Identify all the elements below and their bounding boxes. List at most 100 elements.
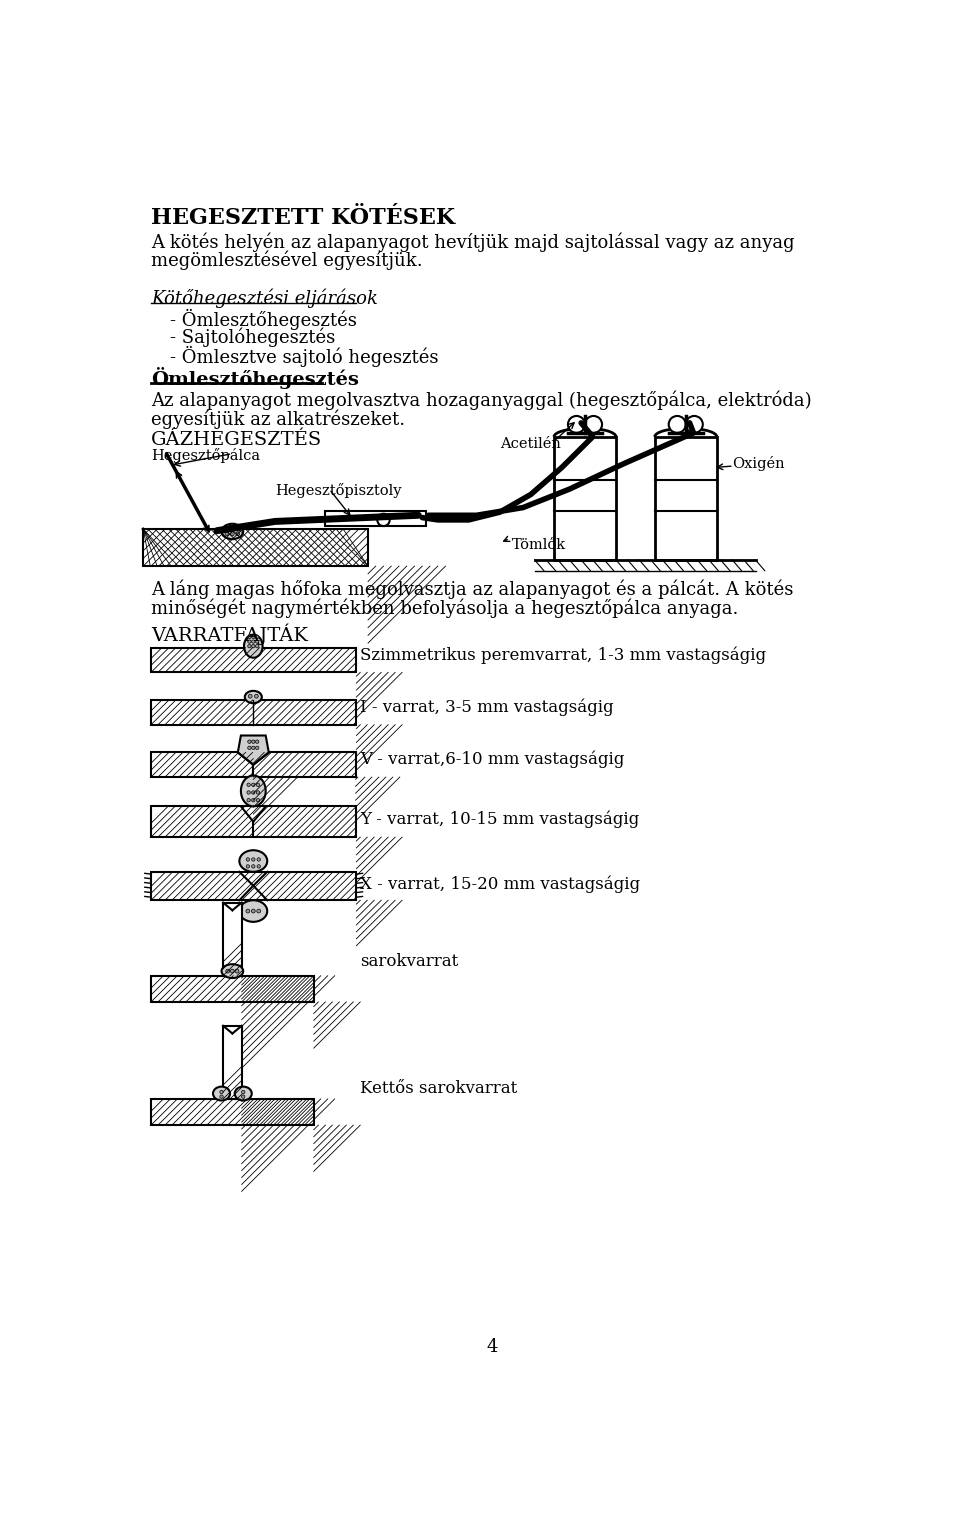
Circle shape (256, 799, 259, 802)
Text: V - varrat,6-10 mm vastagságig: V - varrat,6-10 mm vastagságig (360, 750, 625, 769)
Text: Kötőhegesztési eljárások: Kötőhegesztési eljárások (151, 289, 378, 309)
Text: HEGESZTETT KÖTÉSEK: HEGESZTETT KÖTÉSEK (151, 207, 455, 230)
Bar (151, 807, 356, 837)
Ellipse shape (222, 965, 243, 979)
Bar (151, 700, 356, 724)
Circle shape (252, 784, 255, 787)
Text: A láng magas hőfoka megolvasztja az alapanyagot és a pálcát. A kötés: A láng magas hőfoka megolvasztja az alap… (151, 580, 793, 600)
Ellipse shape (213, 1087, 230, 1100)
Ellipse shape (222, 524, 243, 539)
Ellipse shape (239, 851, 267, 872)
Text: Ömlesztőhegesztés: Ömlesztőhegesztés (151, 367, 359, 390)
Circle shape (249, 694, 252, 699)
Circle shape (230, 527, 234, 531)
Text: Y - varrat, 10-15 mm vastagságig: Y - varrat, 10-15 mm vastagságig (360, 810, 639, 828)
Bar (151, 752, 253, 778)
Text: minőségét nagymértékben befolyásolja a hegesztőpálca anyaga.: minőségét nagymértékben befolyásolja a h… (151, 598, 738, 618)
Circle shape (225, 531, 228, 536)
Circle shape (254, 694, 258, 699)
Ellipse shape (244, 635, 263, 658)
Circle shape (230, 531, 234, 536)
Ellipse shape (234, 1087, 252, 1100)
Text: Kettős sarokvarrat: Kettős sarokvarrat (360, 1079, 517, 1097)
Bar (143, 530, 368, 566)
Circle shape (236, 531, 240, 536)
Circle shape (585, 416, 602, 432)
Text: egyesítjük az alkatrészeket.: egyesítjük az alkatrészeket. (151, 409, 405, 429)
Circle shape (252, 864, 255, 868)
Text: 4: 4 (487, 1338, 497, 1356)
Text: Szimmetrikus peremvarrat, 1-3 mm vastagságig: Szimmetrikus peremvarrat, 1-3 mm vastags… (360, 647, 766, 664)
Bar (554, 437, 616, 560)
Text: Tömlők: Tömlők (512, 539, 565, 552)
Ellipse shape (245, 691, 262, 703)
Text: Hegesztőpisztoly: Hegesztőpisztoly (275, 482, 401, 498)
Circle shape (252, 909, 255, 913)
Text: megömlesztésével egyesítjük.: megömlesztésével egyesítjük. (151, 251, 422, 269)
Bar (151, 648, 356, 673)
Circle shape (248, 746, 252, 749)
Circle shape (255, 639, 259, 644)
Text: - Ömlesztve sajtoló hegesztés: - Ömlesztve sajtoló hegesztés (170, 345, 439, 367)
Text: Hegesztőpálca: Hegesztőpálca (151, 449, 260, 463)
Text: Az alapanyagot megolvasztva hozaganyaggal (hegesztőpálca, elektróda): Az alapanyagot megolvasztva hozaganyagga… (151, 391, 811, 409)
Circle shape (252, 635, 255, 639)
Text: I - varrat, 3-5 mm vastagságig: I - varrat, 3-5 mm vastagságig (360, 699, 613, 715)
Ellipse shape (239, 901, 267, 922)
Circle shape (252, 746, 255, 749)
Circle shape (255, 635, 259, 639)
Circle shape (235, 970, 239, 973)
Bar (151, 1099, 314, 1125)
Text: Acetilén: Acetilén (500, 437, 561, 451)
Circle shape (377, 514, 390, 527)
Circle shape (236, 527, 240, 531)
Circle shape (256, 784, 259, 787)
Circle shape (685, 416, 703, 432)
Circle shape (246, 864, 250, 868)
Circle shape (252, 740, 255, 743)
Circle shape (246, 858, 250, 861)
Circle shape (257, 858, 260, 861)
Circle shape (252, 858, 255, 861)
Text: X - varrat, 15-20 mm vastagságig: X - varrat, 15-20 mm vastagságig (360, 875, 640, 893)
Bar (151, 872, 356, 901)
Circle shape (248, 644, 252, 648)
Text: VARRATFAJTÁK: VARRATFAJTÁK (151, 624, 308, 645)
Text: A kötés helyén az alapanyagot hevítjük majd sajtolással vagy az anyag: A kötés helyén az alapanyagot hevítjük m… (151, 233, 795, 253)
Circle shape (568, 416, 585, 432)
Circle shape (246, 909, 250, 913)
Circle shape (220, 1090, 224, 1094)
Bar (655, 437, 717, 560)
Circle shape (248, 639, 252, 644)
Bar (151, 976, 314, 1001)
Circle shape (242, 1090, 245, 1094)
Circle shape (256, 909, 261, 913)
Circle shape (252, 799, 255, 802)
Circle shape (242, 1094, 245, 1099)
Circle shape (256, 791, 259, 794)
Circle shape (225, 527, 228, 531)
Circle shape (248, 740, 252, 743)
Text: Oxigén: Oxigén (732, 457, 785, 470)
Circle shape (252, 644, 255, 648)
Polygon shape (238, 735, 269, 764)
Circle shape (247, 784, 251, 787)
Circle shape (220, 1094, 224, 1099)
Circle shape (255, 740, 259, 743)
Bar (223, 903, 242, 976)
Text: sarokvarrat: sarokvarrat (360, 953, 459, 970)
Text: - Sajtolóhegesztés: - Sajtolóhegesztés (170, 327, 336, 347)
Circle shape (252, 639, 255, 644)
Ellipse shape (241, 776, 266, 807)
Circle shape (255, 746, 259, 749)
Circle shape (669, 416, 685, 432)
Circle shape (257, 864, 260, 868)
Circle shape (230, 970, 234, 973)
Text: - Ömlesztőhegesztés: - Ömlesztőhegesztés (170, 309, 357, 330)
Bar (253, 752, 355, 778)
Text: GÁZHEGESZTÉS: GÁZHEGESZTÉS (151, 431, 323, 449)
Bar (325, 511, 426, 527)
Bar (223, 1026, 242, 1099)
Circle shape (247, 791, 251, 794)
Circle shape (252, 791, 255, 794)
